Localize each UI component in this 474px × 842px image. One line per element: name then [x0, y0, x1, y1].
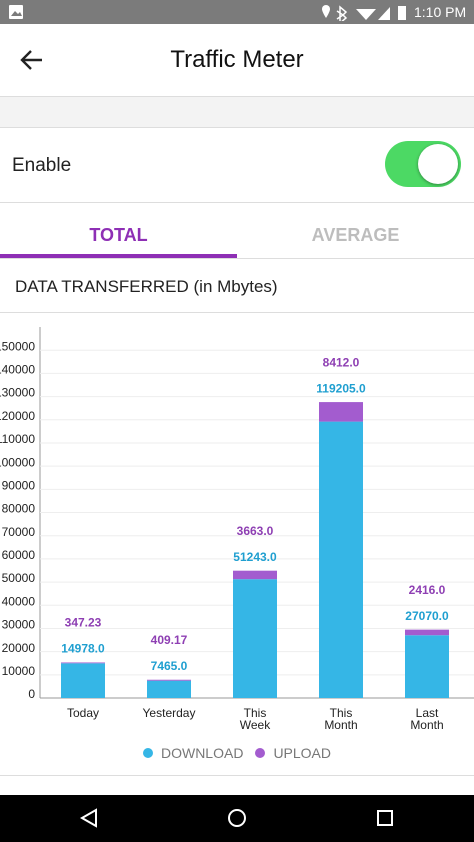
y-tick-label: 0: [28, 687, 35, 701]
x-tick-label: Today: [66, 706, 100, 720]
legend-item: DOWNLOAD: [142, 745, 244, 761]
bar-segment: [147, 679, 191, 681]
y-tick-label: 30000: [2, 618, 36, 632]
y-tick-label: 40000: [2, 594, 36, 608]
status-icons: [322, 5, 406, 21]
y-tick-label: 140000: [0, 363, 35, 377]
time: 1:10 PM: [414, 4, 467, 20]
bar-segment: [405, 629, 449, 636]
value-label: 8412.0: [323, 355, 360, 369]
bar-segment: [319, 421, 363, 698]
nav-buttons: [79, 808, 393, 828]
bar-segment: [61, 662, 105, 664]
y-tick-label: 80000: [2, 502, 36, 516]
gallery-icon: [9, 5, 23, 19]
y-tick-label: 120000: [0, 409, 35, 423]
tab-indicator: [0, 254, 237, 258]
enable-label: Enable: [12, 155, 72, 176]
title: Traffic Meter: [170, 46, 304, 73]
nav-bar: [0, 795, 474, 842]
y-tick-label: 10000: [2, 664, 36, 678]
legend-label: DOWNLOAD: [160, 745, 244, 761]
switch-knob: [418, 144, 458, 184]
enable-row: Enable: [0, 128, 474, 203]
value-label: 27070.0: [405, 609, 449, 623]
y-tick-label: 110000: [0, 432, 35, 446]
section-title: DATA TRANSFERRED (in Mbytes): [15, 277, 278, 296]
y-tick-label: 50000: [2, 571, 36, 585]
switch[interactable]: [385, 141, 461, 187]
bar-segment: [233, 579, 277, 698]
x-tick-label: Yesterday: [142, 706, 196, 720]
nav-home[interactable]: [228, 809, 246, 827]
legend-label: UPLOAD: [273, 745, 332, 761]
bar-segment: [319, 402, 363, 422]
value-label: 347.23: [65, 616, 102, 630]
y-tick-label: 100000: [0, 455, 35, 469]
bar-segment: [147, 680, 191, 698]
x-tick-label: This Week: [239, 706, 271, 732]
legend-dot: [255, 748, 266, 758]
y-tick-label: 70000: [2, 525, 36, 539]
tab[interactable]: TOTAL: [89, 225, 148, 245]
legend-item: UPLOAD: [255, 745, 331, 761]
status-bar: 1:10 PM: [0, 0, 474, 24]
value-label: 7465.0: [151, 659, 188, 673]
legend-dot: [142, 748, 153, 758]
y-tick-label: 20000: [2, 641, 36, 655]
value-label: 409.17: [151, 633, 188, 647]
section: DATA TRANSFERRED (in Mbytes): [0, 259, 474, 313]
y-tick-label: 60000: [2, 548, 36, 562]
x-tick-label: This Month: [324, 706, 358, 732]
y-tick-label: 150000: [0, 339, 35, 353]
nav-recents[interactable]: [377, 810, 393, 826]
value-label: 14978.0: [61, 642, 105, 656]
tabs: TOTAL AVERAGE: [0, 203, 474, 259]
bar-segment: [61, 663, 105, 698]
value-label: 119205.0: [316, 381, 366, 395]
y-tick-label: 130000: [0, 386, 35, 400]
value-label: 2416.0: [409, 583, 446, 597]
back-button[interactable]: [18, 48, 44, 72]
tab[interactable]: AVERAGE: [311, 225, 400, 245]
value-label: 51243.0: [233, 550, 277, 564]
chart: 0 10000 20000 30000 40000 50000 60000 70000 8000…: [0, 327, 474, 701]
bar-segment: [405, 635, 449, 698]
app-bar: Traffic Meter: [0, 24, 474, 97]
y-tick-label: 90000: [2, 478, 36, 492]
x-tick-label: Last Month: [410, 706, 444, 732]
bar-segment: [233, 570, 277, 580]
spacer: [0, 97, 474, 128]
legend: DOWNLOAD UPLOAD: [0, 745, 474, 761]
value-label: 3663.0: [237, 524, 274, 538]
footer-strip: [0, 775, 474, 796]
nav-back[interactable]: [79, 808, 97, 828]
